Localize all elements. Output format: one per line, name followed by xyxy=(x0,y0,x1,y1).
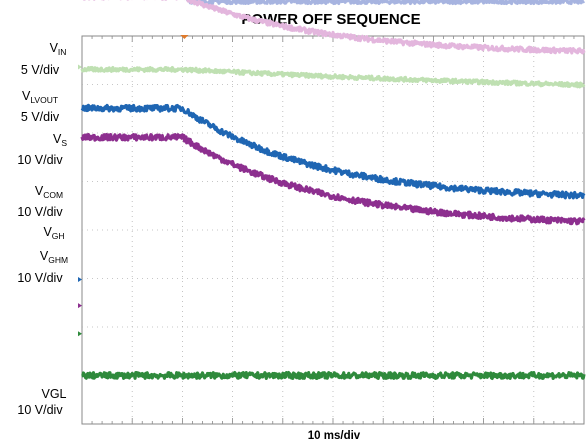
channel-label-vin: VIN 5 V/div xyxy=(21,41,67,77)
marker-vgl xyxy=(78,331,82,337)
svg-text:VS: VS xyxy=(53,132,67,148)
vghm-name: V xyxy=(40,249,49,263)
vs-name: V xyxy=(53,132,62,146)
trace-vs xyxy=(82,0,586,55)
svg-text:VCOM: VCOM xyxy=(35,184,63,200)
vcom-name: V xyxy=(35,184,44,198)
x-axis-label: 10 ms/div xyxy=(308,430,361,442)
marker-vcom xyxy=(78,64,82,70)
vlvout-scale: 5 V/div xyxy=(21,110,60,124)
marker-vgh xyxy=(78,276,82,282)
vgh-name: V xyxy=(43,225,52,239)
channel-markers xyxy=(78,35,189,337)
channel-label-vcom: VCOM 10 V/div xyxy=(17,184,63,219)
channel-label-vs: VS 10 V/div xyxy=(17,132,67,167)
vlvout-sub: LVOUT xyxy=(30,95,58,105)
vgl-name: VGL xyxy=(41,387,66,401)
vgl-scale: 10 V/div xyxy=(17,403,63,417)
vs-sub: S xyxy=(61,138,67,148)
vs-scale: 10 V/div xyxy=(17,153,63,167)
vcom-scale: 10 V/div xyxy=(17,205,63,219)
vin-sub: IN xyxy=(58,47,67,57)
trace-vghm xyxy=(80,132,586,226)
svg-text:VLVOUT: VLVOUT xyxy=(22,89,58,105)
channel-label-vgh: VGH xyxy=(43,225,64,241)
vghm-sub: GHM xyxy=(48,255,68,265)
trace-vgh xyxy=(80,103,586,200)
svg-text:VGHM: VGHM xyxy=(40,249,68,265)
channel-label-vgl: VGL 10 V/div xyxy=(17,387,66,417)
grid xyxy=(81,35,585,425)
vin-scale: 5 V/div xyxy=(21,63,60,77)
trigger-position-marker xyxy=(180,35,189,39)
channel-label-vlvout: VLVOUT 5 V/div xyxy=(21,89,60,124)
trace-vgl xyxy=(81,370,586,381)
waveform-traces xyxy=(80,0,586,381)
marker-vghm xyxy=(78,303,82,309)
svg-text:VIN: VIN xyxy=(50,41,67,57)
vgh-sub: GH xyxy=(52,231,65,241)
vghm-scale: 10 V/div xyxy=(17,271,63,285)
svg-text:VGH: VGH xyxy=(43,225,64,241)
vlvout-name: V xyxy=(22,89,31,103)
channel-label-vghm: VGHM 10 V/div xyxy=(17,249,68,285)
vcom-sub: COM xyxy=(43,190,63,200)
trace-vlvout xyxy=(185,0,586,6)
trace-vcom xyxy=(80,65,586,89)
vin-name: V xyxy=(50,41,59,55)
